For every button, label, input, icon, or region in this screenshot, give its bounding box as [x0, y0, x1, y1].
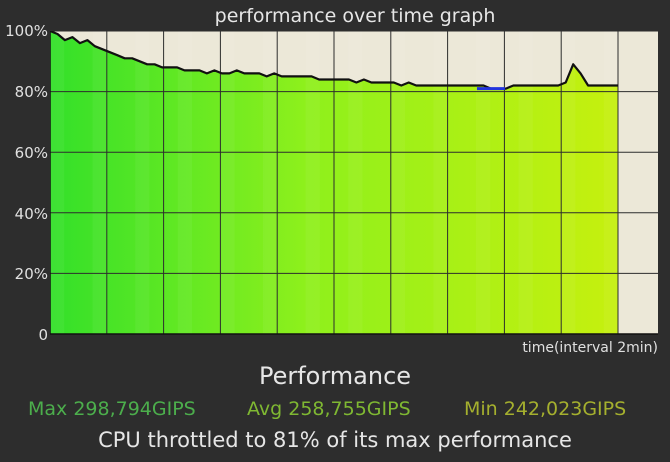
- area-stripe: [518, 31, 533, 334]
- min-stat: Min 242,023GIPS: [464, 398, 627, 420]
- area-stripe: [263, 31, 278, 334]
- area-stripe: [305, 31, 320, 334]
- avg-stat: Avg 258,755GIPS: [247, 398, 411, 420]
- area-stripe: [92, 31, 107, 334]
- area-stripe: [50, 31, 65, 334]
- y-tick-label: 100%: [5, 22, 48, 40]
- throttle-summary: CPU throttled to 81% of its max performa…: [98, 428, 572, 452]
- area-stripe: [433, 31, 448, 334]
- section-title: Performance: [258, 362, 412, 390]
- y-tick-label: 80%: [14, 83, 48, 101]
- y-tick-label: 40%: [14, 205, 48, 223]
- area-stripe: [603, 31, 618, 334]
- area-stripe: [220, 31, 235, 334]
- area-stripe: [561, 31, 576, 334]
- performance-line: [50, 31, 618, 90]
- max-stat: Max 298,794GIPS: [28, 398, 196, 420]
- performance-chart: [50, 31, 658, 335]
- area-stripe: [390, 31, 405, 334]
- graph-title: performance over time graph: [214, 5, 496, 27]
- y-tick-label: 0: [38, 326, 48, 344]
- y-tick-label: 20%: [14, 265, 48, 283]
- area-stripe: [348, 31, 363, 334]
- area-stripe: [135, 31, 150, 334]
- area-stripe: [177, 31, 192, 334]
- x-axis-label: time(interval 2min): [522, 340, 658, 356]
- y-tick-label: 60%: [14, 144, 48, 162]
- area-stripe: [476, 31, 491, 334]
